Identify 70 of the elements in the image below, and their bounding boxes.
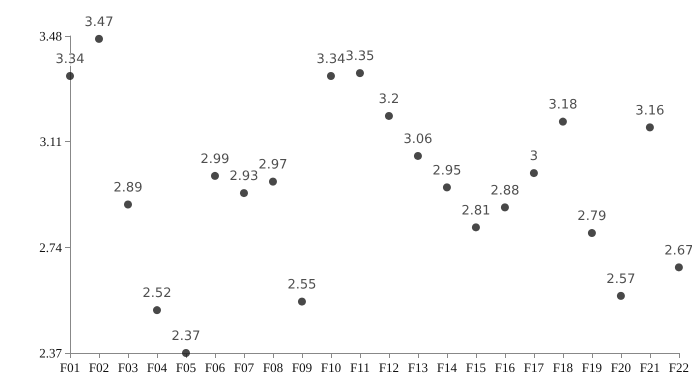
data-label: 2.97 [258,158,288,173]
data-label: 2.55 [287,278,316,293]
x-tick-label: F05 [176,360,196,375]
x-tick-label: F13 [408,360,428,375]
x-tick-label: F12 [378,360,400,375]
data-label: 3.35 [345,49,374,64]
point [356,69,364,78]
point [558,118,567,126]
x-tick-label: F03 [118,360,138,375]
point [616,292,625,300]
point [152,306,161,314]
x-tick-label: F02 [88,360,110,375]
x-tick-label: F07 [234,360,255,375]
point [268,178,277,186]
data-label: 3.47 [84,14,114,30]
point [298,298,306,306]
point [500,203,509,212]
data-label: 3.18 [548,98,578,113]
data-label: 2.67 [664,243,694,258]
x-tick-label: F14 [436,360,458,375]
data-label: 2.81 [461,203,490,218]
y-tick-label: 2.74 [39,240,62,255]
data-label: 3.34 [316,52,346,67]
point [210,172,219,180]
data-label: 3.2 [378,92,400,107]
data-label: 2.37 [172,329,200,344]
x-tick-label: F19 [582,360,602,375]
data-label: 2.79 [577,209,606,224]
x-tick-label: F01 [60,360,80,375]
point [530,169,538,178]
data-label: 2.52 [142,286,172,302]
x-tick-label: F18 [552,360,574,375]
x-tick-label: F21 [640,360,660,375]
data-label: 2.88 [490,183,520,198]
y-tick-label: 3.48 [39,28,62,44]
point [472,223,480,232]
point [442,183,451,192]
y-tick-label: 2.37 [39,346,62,360]
data-label: 3.16 [635,103,664,118]
point [326,72,335,80]
x-tick-label: F08 [262,360,284,375]
point [240,189,248,198]
x-tick-label: F10 [320,360,342,375]
data-label: 2.99 [200,152,230,167]
point [182,349,190,357]
x-tick-label: F09 [292,360,312,375]
data-label: 2.89 [114,180,142,196]
point [588,229,596,238]
x-tick-label: F06 [204,360,226,375]
x-tick-label: F20 [610,360,632,375]
x-tick-label: F17 [524,360,545,375]
x-tick-label: F04 [146,360,168,375]
data-label: 3 [530,149,538,164]
point [384,112,393,120]
point [414,152,422,160]
data-label: 2.95 [432,163,462,178]
data-label: 3.34 [56,52,84,67]
point [66,72,74,80]
x-tick-label: F15 [466,360,486,375]
x-tick-label: F11 [350,360,370,375]
point [646,123,654,132]
y-tick-label: 3.11 [40,134,62,150]
data-label: 3.06 [403,132,432,147]
x-tick-label: F22 [668,360,689,375]
data-label: 2.93 [229,169,258,184]
point [674,263,683,272]
point [95,34,103,43]
x-tick-label: F16 [494,360,516,375]
data-label: 2.57 [606,272,636,287]
point [124,200,132,208]
